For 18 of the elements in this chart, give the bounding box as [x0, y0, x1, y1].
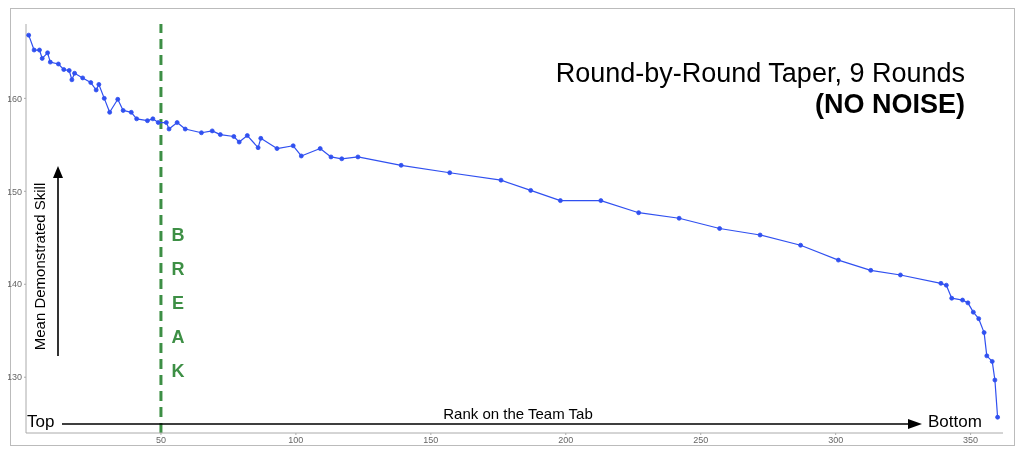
x-tick-label: 250 [693, 435, 709, 446]
text: (NO NOISE) [814, 89, 965, 120]
x-tick-label: 100 [288, 435, 304, 446]
y-tick-label: 140 [6, 279, 22, 290]
y-axis-title: Mean Demonstrated Skill [31, 182, 49, 350]
x-tick-label: 150 [423, 435, 439, 446]
y-tick-label: 160 [6, 93, 22, 104]
y-tick-label: 150 [6, 186, 22, 197]
annotation: Top [27, 412, 55, 432]
x-tick-label: 300 [828, 435, 844, 446]
x-axis-title: Rank on the Team Tab [442, 405, 594, 422]
text: Round-by-Round Taper, 9 Rounds [555, 58, 965, 89]
ref-line-label: BREAK [170, 224, 186, 383]
x-tick-label: 350 [963, 435, 979, 446]
y-tick-label: 130 [6, 372, 22, 383]
x-tick-label: 50 [155, 435, 166, 446]
x-tick-label: 200 [558, 435, 574, 446]
annotation: Bottom [928, 412, 982, 432]
